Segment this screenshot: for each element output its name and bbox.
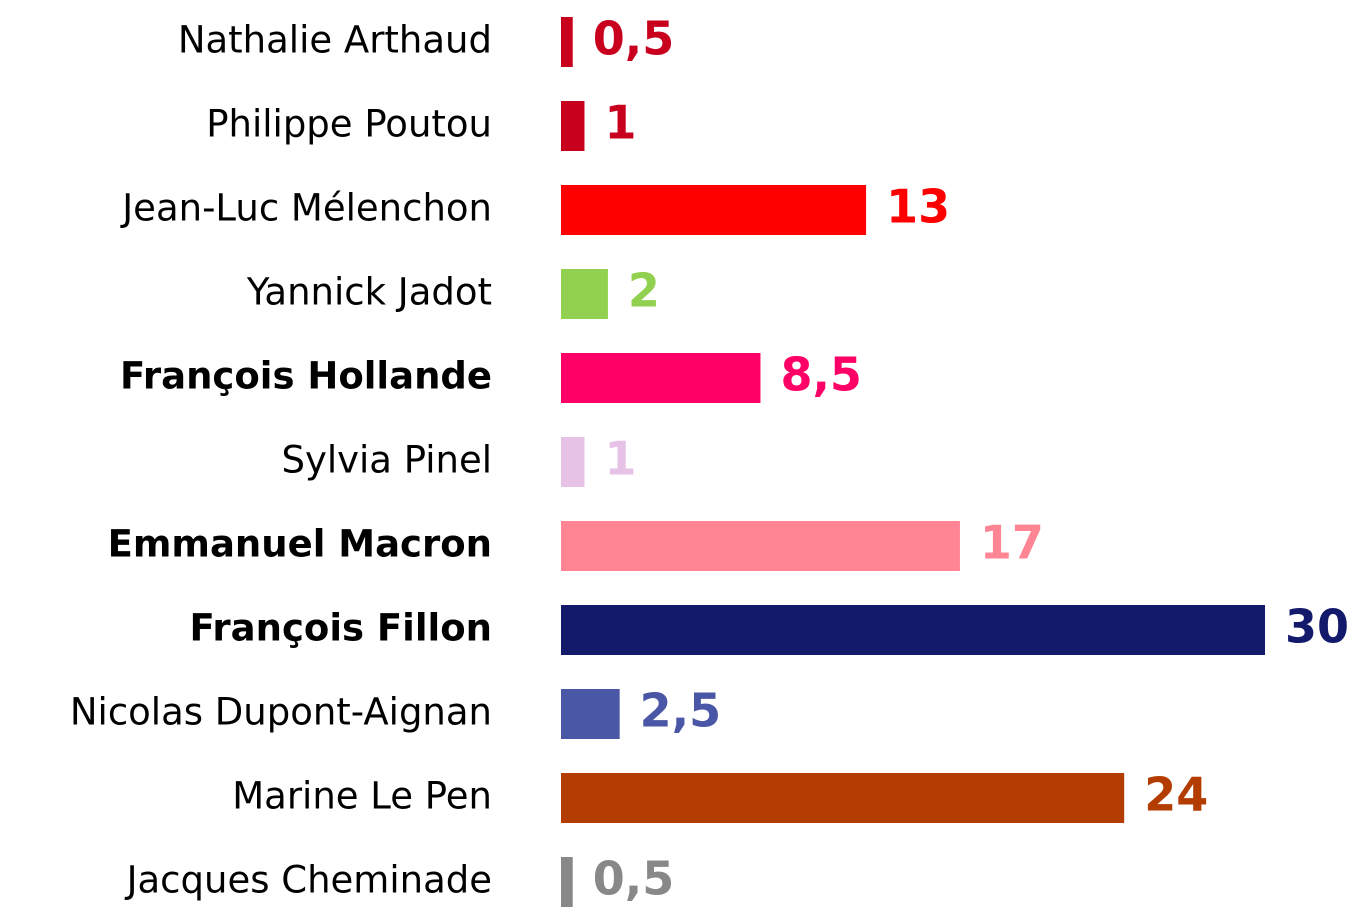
category-label: Jean-Luc Mélenchon xyxy=(120,187,492,230)
category-label: François Fillon xyxy=(190,607,493,650)
category-label: Philippe Poutou xyxy=(206,103,492,146)
category-label: Yannick Jadot xyxy=(246,271,492,314)
value-label: 8,5 xyxy=(780,348,862,402)
value-label: 1 xyxy=(604,96,636,150)
value-label: 2,5 xyxy=(640,684,722,738)
value-label: 17 xyxy=(980,516,1044,570)
category-label: Sylvia Pinel xyxy=(281,439,492,482)
value-label: 13 xyxy=(886,180,950,234)
category-label: François Hollande xyxy=(120,355,492,398)
value-label: 0,5 xyxy=(593,852,675,906)
bar xyxy=(561,521,960,571)
bar xyxy=(561,269,608,319)
category-label: Jacques Cheminade xyxy=(125,859,492,902)
bar xyxy=(561,773,1125,823)
category-label: Nathalie Arthaud xyxy=(178,19,492,62)
value-label: 24 xyxy=(1144,768,1208,822)
bar xyxy=(561,689,620,739)
bar xyxy=(561,353,761,403)
category-label: Emmanuel Macron xyxy=(108,523,492,566)
value-label: 30 xyxy=(1285,600,1349,654)
bar xyxy=(561,17,573,67)
category-label: Marine Le Pen xyxy=(232,775,492,818)
bar xyxy=(561,185,867,235)
bar xyxy=(561,605,1265,655)
value-label: 2 xyxy=(628,264,660,318)
value-label: 0,5 xyxy=(593,12,675,66)
bar xyxy=(561,857,573,907)
bar xyxy=(561,437,585,487)
value-label: 1 xyxy=(604,432,636,486)
category-label: Nicolas Dupont-Aignan xyxy=(70,691,492,734)
bar xyxy=(561,101,585,151)
